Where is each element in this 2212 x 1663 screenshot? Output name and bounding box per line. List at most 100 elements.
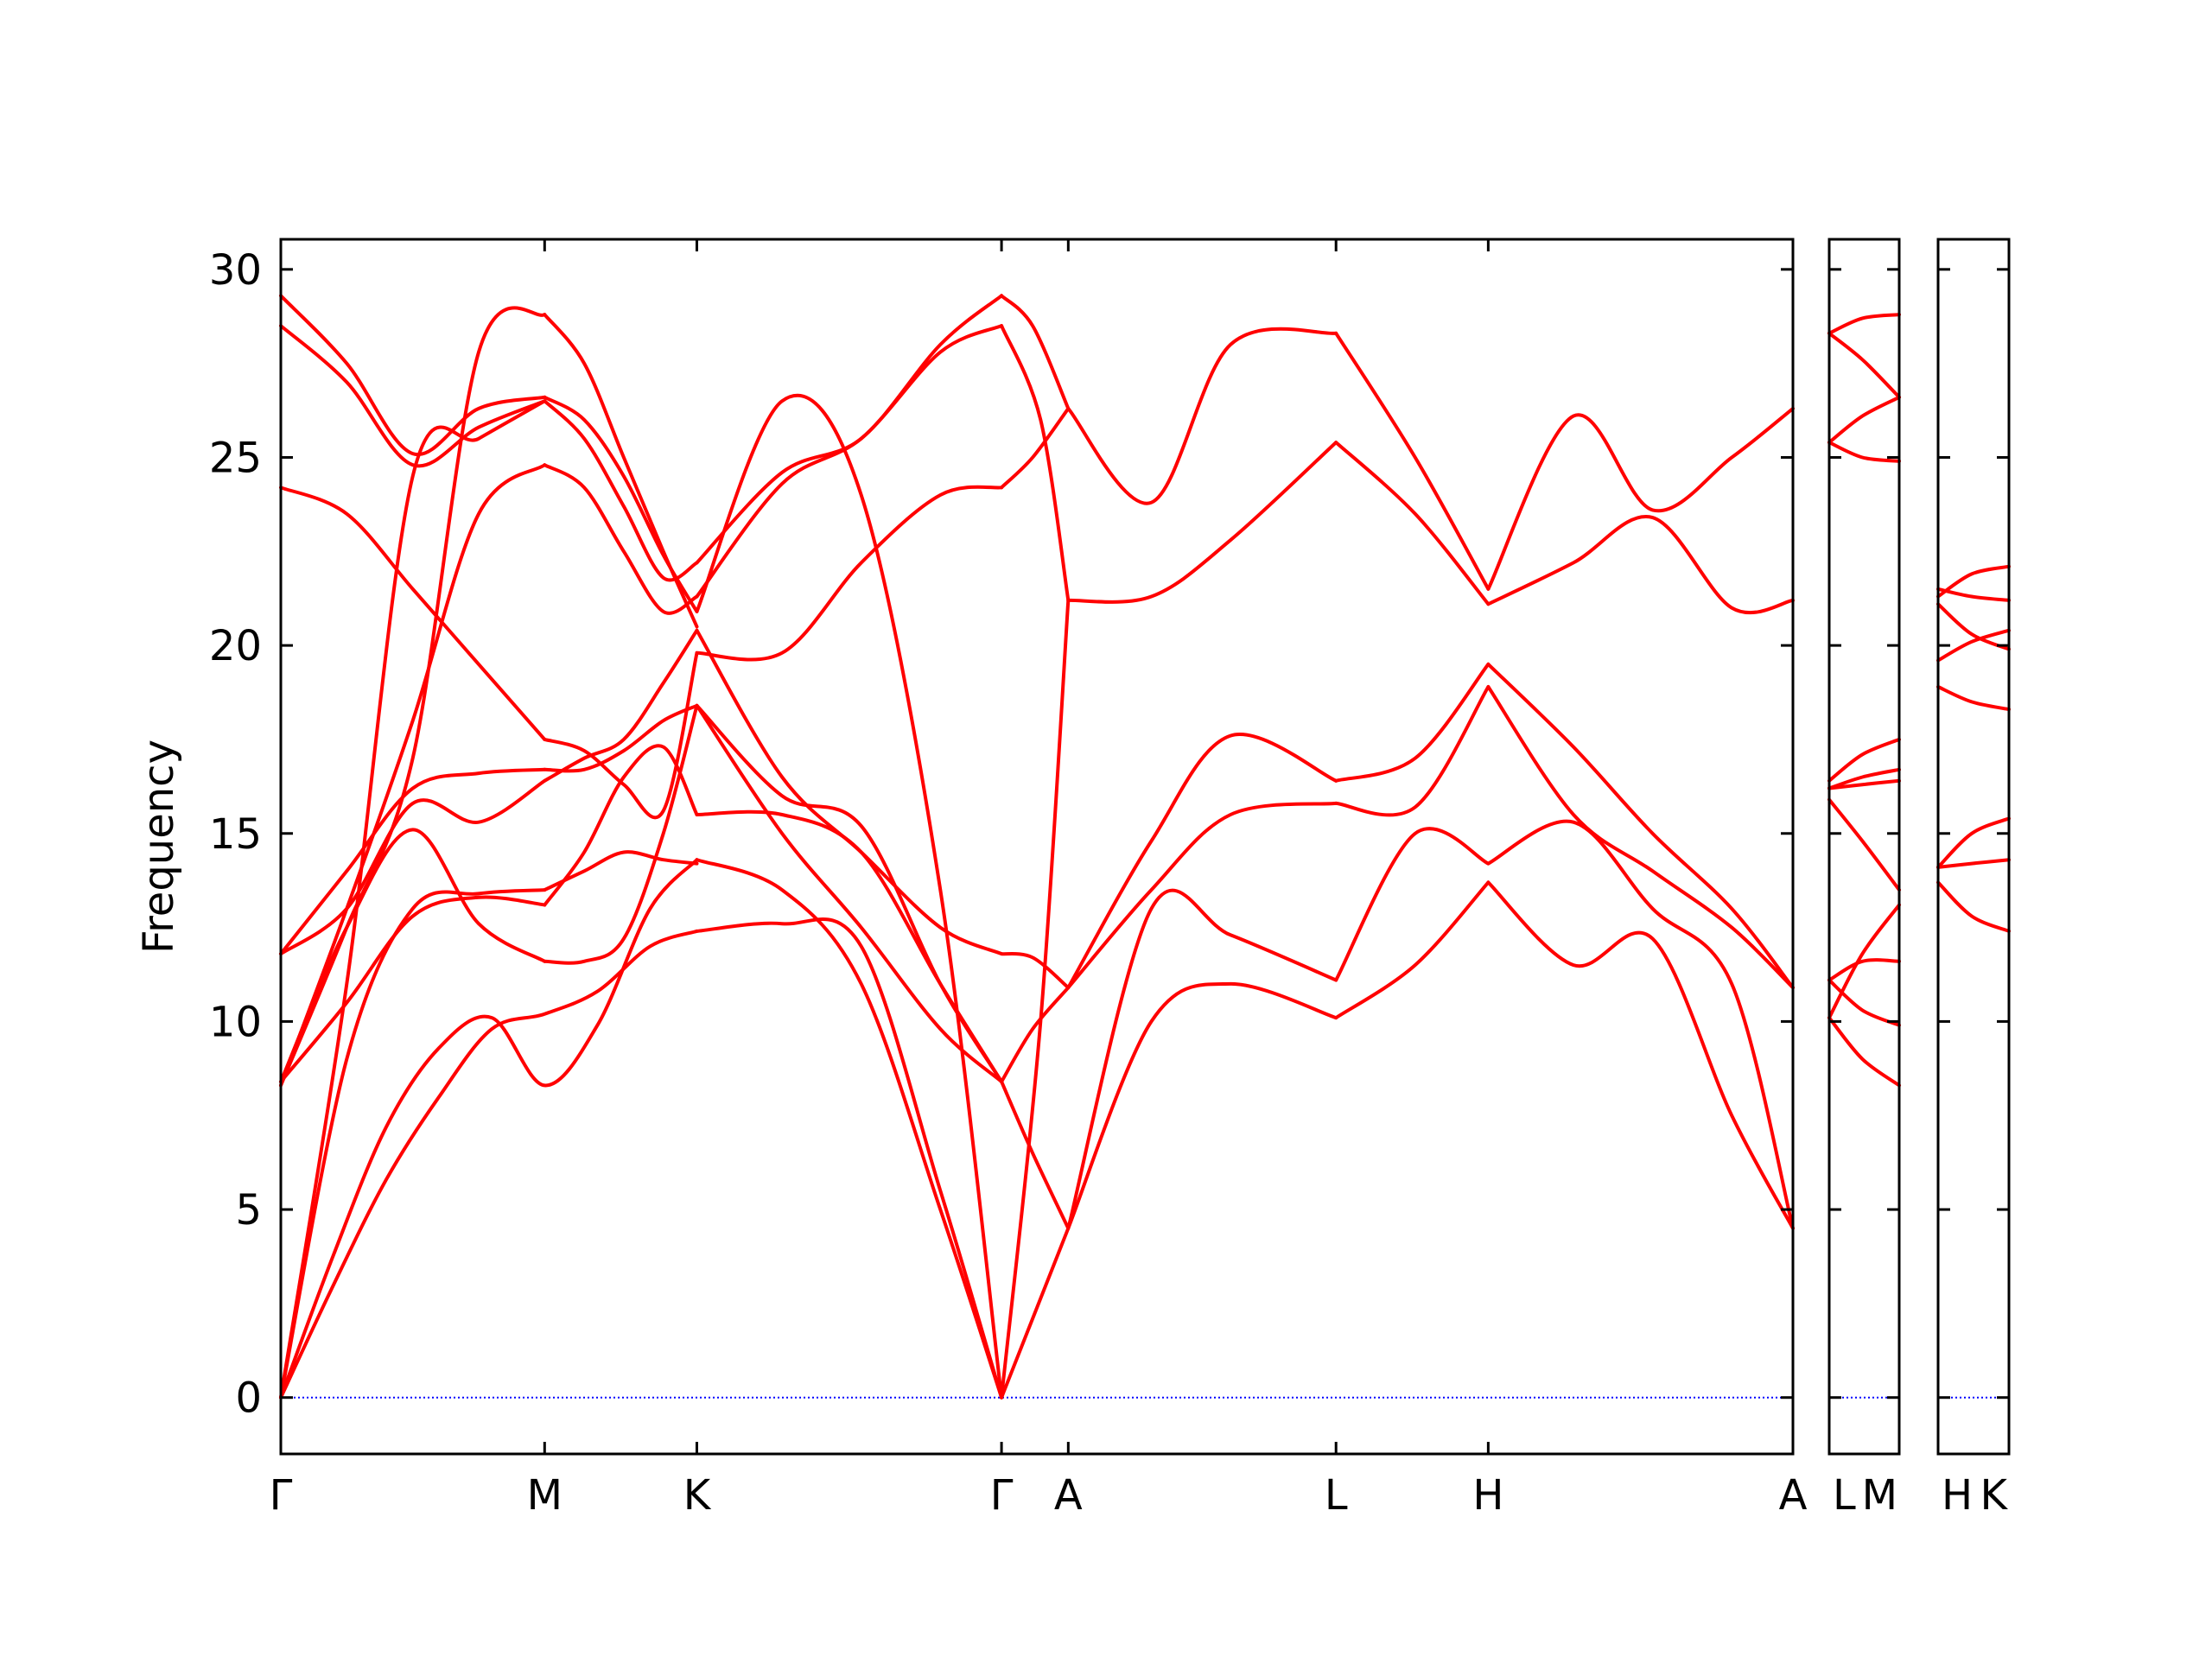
band-line xyxy=(543,651,699,820)
band-line xyxy=(279,294,547,457)
band-line xyxy=(1486,819,1795,1230)
band-line xyxy=(279,486,547,741)
band-line xyxy=(279,778,547,956)
x-tick-label: A xyxy=(1779,1471,1808,1520)
band-line xyxy=(543,703,699,773)
x-tick-label: L xyxy=(1833,1471,1856,1520)
band-line xyxy=(279,399,547,1400)
band-line xyxy=(1936,685,2011,712)
band-line xyxy=(543,399,699,582)
x-tick-label: A xyxy=(1054,1471,1083,1520)
axes-layer xyxy=(279,238,2011,1456)
band-line xyxy=(1066,733,1338,990)
band-line xyxy=(1936,858,2011,869)
band-line xyxy=(1066,801,1338,990)
band-line xyxy=(1486,662,1795,990)
band-line xyxy=(1827,903,1901,1020)
x-tick-label: Γ xyxy=(270,1471,293,1520)
panel-frame xyxy=(1827,238,1901,1456)
y-tick-label: 20 xyxy=(209,622,262,670)
band-lines-layer xyxy=(279,294,2011,1400)
band-line xyxy=(1486,406,1795,591)
band-line xyxy=(1936,628,2011,663)
band-line xyxy=(543,313,699,629)
x-tick-label: K xyxy=(683,1471,712,1520)
x-tick-label: Γ xyxy=(990,1471,1014,1520)
band-line xyxy=(695,703,1004,1084)
y-axis-label: Frequency xyxy=(135,739,183,954)
x-tick-label: M xyxy=(1862,1471,1897,1520)
band-line xyxy=(1334,331,1491,591)
band-line xyxy=(1000,952,1071,990)
band-line xyxy=(1486,514,1795,614)
band-line xyxy=(279,306,547,1088)
band-line xyxy=(279,324,547,468)
band-line xyxy=(1000,598,1071,1400)
band-line xyxy=(1827,1016,1901,1088)
band-line xyxy=(1000,1226,1071,1400)
y-tick-label: 10 xyxy=(209,998,262,1046)
panel-frame xyxy=(279,238,1795,1456)
band-line xyxy=(695,917,1004,1400)
band-line xyxy=(1936,816,2011,869)
band-line xyxy=(1827,737,1901,783)
x-tick-label: K xyxy=(1980,1471,2009,1520)
band-line xyxy=(1334,662,1491,783)
band-line xyxy=(695,858,1004,1400)
y-tick-label: 25 xyxy=(209,434,262,482)
panel-frame xyxy=(1936,238,2011,1456)
band-line xyxy=(695,294,1004,565)
band-line xyxy=(1827,395,1901,445)
band-line xyxy=(1066,981,1338,1230)
band-line xyxy=(1827,331,1901,399)
band-line xyxy=(279,767,547,956)
band-line xyxy=(695,393,1004,1400)
y-tick-label: 15 xyxy=(209,810,262,859)
band-line xyxy=(695,485,1004,662)
band-line xyxy=(279,888,547,1400)
band-line xyxy=(1000,986,1071,1084)
y-tick-label: 0 xyxy=(235,1374,262,1423)
band-line xyxy=(279,895,547,1084)
y-tick-label: 30 xyxy=(209,246,262,295)
band-line xyxy=(1827,767,1901,790)
band-line xyxy=(543,463,699,615)
x-tick-label: L xyxy=(1325,1471,1348,1520)
band-line xyxy=(1334,685,1491,817)
band-line xyxy=(1827,797,1901,892)
band-line xyxy=(279,463,547,1088)
band-line xyxy=(1827,778,1901,790)
band-line xyxy=(1000,324,1071,602)
band-line xyxy=(1334,441,1491,606)
band-line xyxy=(1827,958,1901,982)
x-tick-label: H xyxy=(1472,1471,1503,1520)
band-line xyxy=(695,703,1004,1084)
band-line xyxy=(279,828,547,1084)
band-line xyxy=(279,858,699,1400)
band-line xyxy=(1334,827,1491,982)
band-line xyxy=(1827,978,1901,1027)
band-line xyxy=(1486,880,1795,1230)
band-line xyxy=(1334,880,1491,1020)
band-line xyxy=(695,628,1004,956)
band-line xyxy=(695,809,1004,1084)
band-line xyxy=(1827,313,1901,335)
x-tick-label: M xyxy=(527,1471,563,1520)
x-tick-label: H xyxy=(1942,1471,1973,1520)
band-line xyxy=(1486,685,1795,990)
band-line xyxy=(1066,888,1338,1230)
band-line xyxy=(543,628,699,783)
y-tick-label: 5 xyxy=(235,1186,262,1235)
band-line xyxy=(1827,441,1901,463)
band-line xyxy=(1000,294,1071,410)
band-line xyxy=(543,850,699,892)
band-line xyxy=(1936,880,2011,933)
band-line xyxy=(1000,406,1071,490)
band-line xyxy=(1936,587,2011,602)
band-line xyxy=(1000,1080,1071,1230)
band-line xyxy=(1066,327,1338,505)
band-line xyxy=(1066,441,1338,604)
